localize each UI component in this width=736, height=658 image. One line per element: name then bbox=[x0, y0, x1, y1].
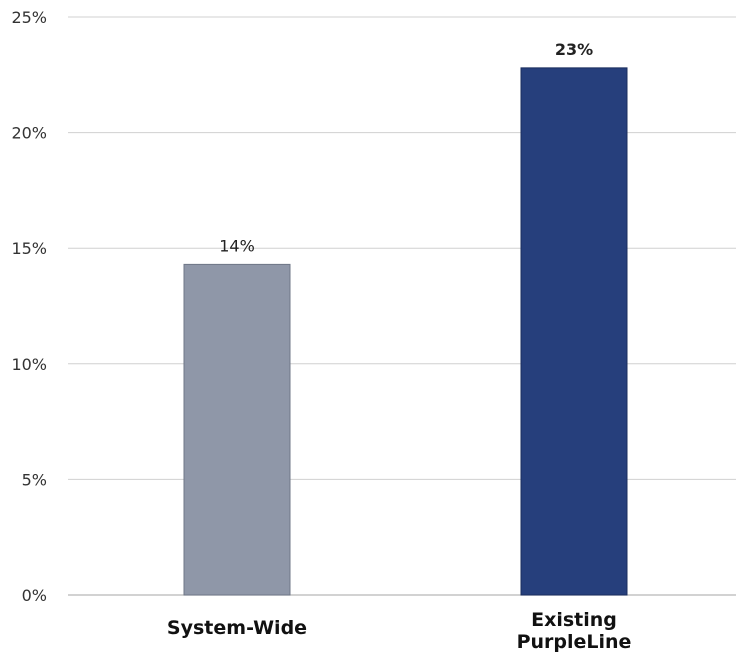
data-label: 14% bbox=[219, 236, 255, 255]
gridlines bbox=[68, 16, 736, 596]
bar-system-wide bbox=[183, 263, 291, 596]
y-tick-label: 20% bbox=[11, 124, 47, 143]
y-axis: 0% 5% 10% 15% 20% 25% bbox=[11, 8, 47, 605]
y-tick-label: 0% bbox=[22, 586, 47, 605]
bars: 14% 23% bbox=[183, 40, 628, 596]
y-tick-label: 10% bbox=[11, 355, 47, 374]
x-category-label-line: PurpleLine bbox=[517, 631, 632, 653]
y-tick-label: 15% bbox=[11, 239, 47, 258]
bar-existing-purpleline bbox=[520, 67, 628, 596]
x-category-label-line: System-Wide bbox=[167, 617, 307, 639]
x-category-label: Existing PurpleLine bbox=[517, 609, 632, 653]
x-category-label-line: Existing bbox=[531, 609, 617, 631]
y-tick-label: 25% bbox=[11, 8, 47, 27]
data-label: 23% bbox=[555, 40, 593, 59]
x-category-label: System-Wide bbox=[167, 617, 307, 639]
y-tick-label: 5% bbox=[22, 470, 47, 489]
x-axis: System-Wide Existing PurpleLine bbox=[167, 609, 632, 653]
